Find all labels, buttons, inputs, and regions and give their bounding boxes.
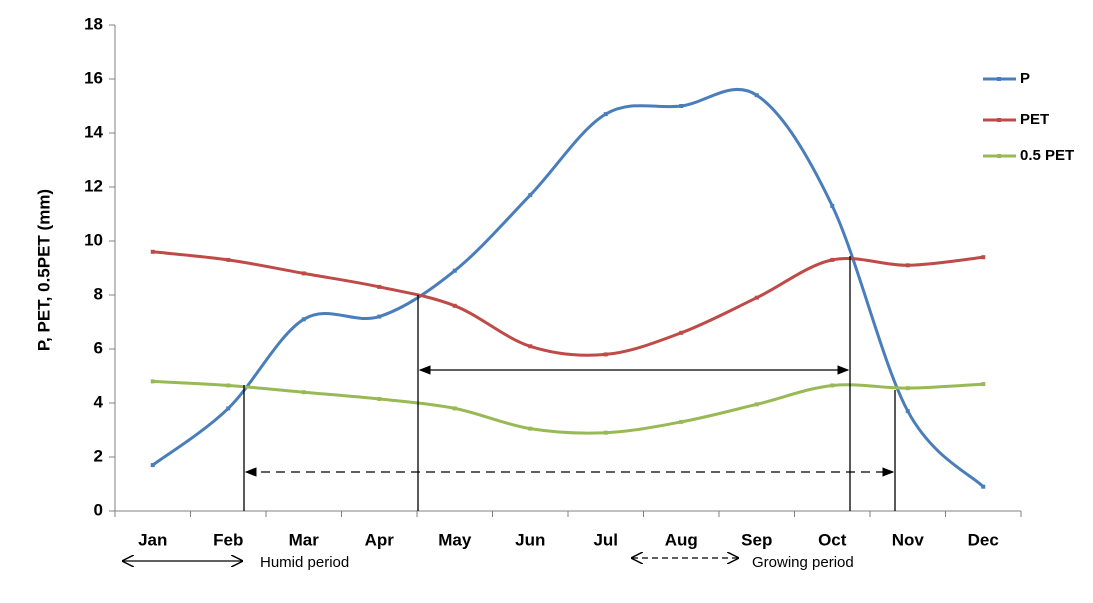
y-tick-label: 12: [84, 176, 103, 195]
x-tick-label: Nov: [892, 530, 925, 549]
x-tick-label: Dec: [968, 530, 999, 549]
x-tick-label: Aug: [665, 530, 698, 549]
data-point: [830, 203, 835, 208]
y-tick-label: 6: [94, 338, 103, 357]
data-point: [528, 426, 533, 431]
x-tick-label: Apr: [365, 530, 395, 549]
legend-marker: [997, 77, 1001, 81]
data-point: [528, 193, 533, 198]
data-point: [905, 386, 910, 391]
y-tick-label: 2: [94, 446, 103, 465]
plot-area: 0 2 4 6 8 10 12 14 16 18 Jan Feb Mar Apr May Jun Jul Aug S…: [84, 14, 1022, 549]
series-line: [151, 88, 985, 488]
data-point: [754, 93, 759, 98]
data-point: [830, 257, 835, 262]
x-tick-label: Oct: [818, 530, 847, 549]
legend-label: P: [1020, 70, 1030, 87]
data-point: [754, 295, 759, 300]
data-point: [226, 383, 231, 388]
x-tick-label: Feb: [213, 530, 243, 549]
series-line: [152, 250, 984, 357]
data-point: [905, 263, 910, 268]
data-point: [679, 330, 684, 335]
y-axis-label: P, PET, 0.5PET (mm): [34, 189, 53, 351]
data-point: [452, 303, 457, 308]
y-tick-label: 16: [84, 68, 103, 87]
legend-marker: [997, 118, 1001, 122]
x-tick-label: Mar: [289, 530, 320, 549]
data-point: [603, 112, 608, 117]
y-tick-label: 0: [94, 500, 103, 519]
x-tick-label: Jun: [515, 530, 545, 549]
data-point: [301, 390, 306, 395]
data-point: [226, 406, 231, 411]
x-tick-label: Jul: [593, 530, 618, 549]
data-point: [452, 406, 457, 411]
data-point: [603, 430, 608, 435]
data-point: [981, 255, 986, 260]
data-point: [830, 383, 835, 388]
x-tick-label: May: [438, 530, 472, 549]
legend-label: 0.5 PET: [1020, 147, 1074, 164]
data-point: [377, 284, 382, 289]
annotation: Growing period: [752, 554, 854, 571]
data-point: [301, 271, 306, 276]
data-point: [226, 257, 231, 262]
y-tick-label: 18: [84, 14, 103, 33]
legend-marker: [997, 154, 1001, 158]
y-tick-label: 4: [94, 392, 104, 411]
data-point: [754, 402, 759, 407]
series-line: [152, 379, 984, 435]
data-point: [981, 484, 986, 489]
x-tick-label: Sep: [741, 530, 772, 549]
x-tick-label: Jan: [138, 530, 167, 549]
y-tick-label: 14: [84, 122, 103, 141]
y-tick-label: 8: [94, 284, 103, 303]
data-point: [377, 396, 382, 401]
data-point: [981, 382, 986, 387]
data-point: [905, 409, 910, 414]
data-point: [301, 317, 306, 322]
data-point: [679, 104, 684, 108]
y-tick-label: 10: [84, 230, 103, 249]
data-point: [150, 379, 155, 384]
data-point: [150, 463, 155, 468]
annotation: Humid period: [260, 554, 349, 571]
data-point: [603, 352, 608, 357]
period-markers: [123, 256, 896, 561]
data-point: [528, 344, 533, 349]
data-point: [452, 268, 457, 273]
data-point: [150, 249, 155, 254]
data-point: [377, 314, 382, 319]
data-point: [679, 419, 684, 424]
legend-label: PET: [1020, 111, 1049, 128]
